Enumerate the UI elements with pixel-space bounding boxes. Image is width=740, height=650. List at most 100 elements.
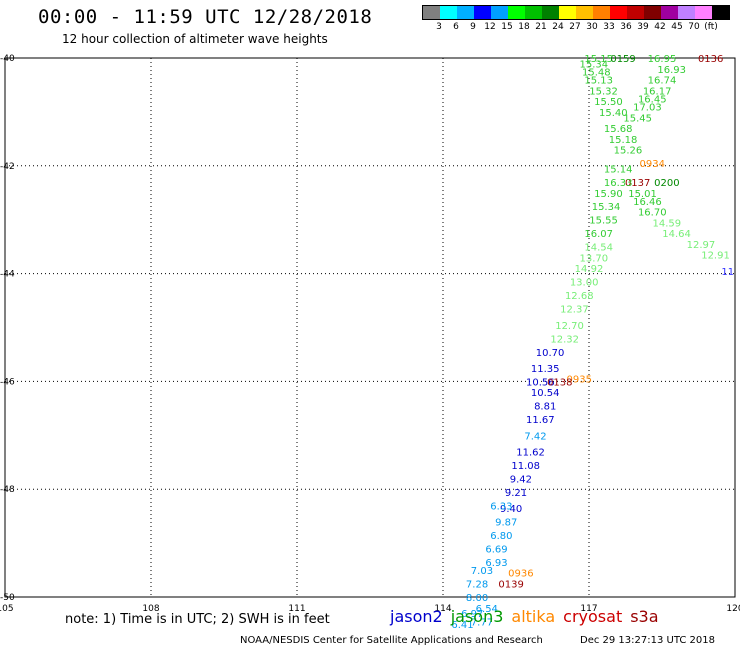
wave-height-label: 0936 bbox=[508, 569, 533, 580]
wave-height-label: 6.93 bbox=[485, 558, 507, 569]
colorbar-swatch bbox=[525, 6, 542, 19]
wave-height-label: 6.80 bbox=[490, 531, 512, 542]
longitude-label: 114 bbox=[434, 604, 451, 614]
latitude-label: -42 bbox=[0, 162, 15, 172]
wave-height-label: 16.46 bbox=[633, 197, 662, 208]
wave-height-label: 15.68 bbox=[604, 124, 633, 135]
wave-height-label: 16.74 bbox=[648, 76, 677, 87]
wave-height-label: 14.54 bbox=[584, 243, 613, 254]
wave-height-label: 14.92 bbox=[575, 264, 604, 275]
wave-height-label: 9.21 bbox=[505, 488, 527, 499]
axis-labels: 105 108 111 114 117 120 -40 -42 -44 -46 -48 -50 bbox=[0, 54, 740, 614]
wave-height-label: 10.70 bbox=[536, 348, 565, 359]
colorbar-tick-label: 3 bbox=[436, 22, 442, 32]
legend-s3a: s3a bbox=[630, 607, 659, 626]
wave-height-label: 16.17 bbox=[643, 86, 672, 97]
page-subtitle: 12 hour collection of altimeter wave hei… bbox=[62, 32, 328, 46]
colorbar-tick-label: 27 bbox=[569, 22, 581, 32]
latitude-label: -48 bbox=[0, 485, 15, 495]
colorbar-tick-label: 45 bbox=[671, 22, 683, 32]
colorbar-ticks: 3 6 9 12 15 18 21 24 27 30 33 36 39 42 45 70 (ft) bbox=[422, 22, 730, 34]
colorbar-tick-label: 39 bbox=[637, 22, 649, 32]
colorbar-swatch bbox=[644, 6, 661, 19]
colorbar-swatches bbox=[422, 5, 730, 20]
wave-height-label: 13.70 bbox=[580, 253, 609, 264]
wave-height-label: 6.41 bbox=[451, 620, 473, 631]
wave-height-label: 12.70 bbox=[555, 321, 584, 332]
wave-height-label: 11.62 bbox=[516, 447, 545, 458]
wave-height-label: 16.95 bbox=[648, 54, 677, 65]
satellite-legend: jason2 jason3 altika cryosat s3a bbox=[390, 607, 667, 626]
wave-height-label: 6.33 bbox=[490, 501, 512, 512]
wave-height-label: 15.26 bbox=[614, 146, 643, 157]
wave-height-label: 15.14 bbox=[604, 164, 633, 175]
wave-height-label: 13.00 bbox=[570, 278, 599, 289]
wave-height-label: 15.32 bbox=[589, 86, 618, 97]
wave-height-label: 7.28 bbox=[466, 580, 488, 591]
wave-height-label: 6.69 bbox=[485, 544, 507, 555]
colorbar-swatch bbox=[610, 6, 627, 19]
wave-height-label: 11.35 bbox=[531, 364, 560, 375]
wave-height-label: 12.37 bbox=[560, 305, 589, 316]
wave-height-label: 0138 bbox=[547, 377, 572, 388]
wave-height-label: 8.00 bbox=[466, 593, 488, 604]
colorbar-legend: 3 6 9 12 15 18 21 24 27 30 33 36 39 42 45 70 (ft) bbox=[422, 5, 730, 34]
colorbar-swatch bbox=[559, 6, 576, 19]
wave-height-label: 12.32 bbox=[550, 334, 579, 345]
wave-height-label: 11.67 bbox=[526, 415, 555, 426]
colorbar-swatch bbox=[661, 6, 678, 19]
colorbar-tick-label: 18 bbox=[518, 22, 530, 32]
legend-jason3: jason3 bbox=[450, 607, 504, 626]
wave-height-label: 15.18 bbox=[609, 135, 638, 146]
wave-height-label: 12.68 bbox=[565, 291, 594, 302]
wave-height-label: 10.56 bbox=[526, 377, 555, 388]
legend-jason2: jason2 bbox=[390, 607, 443, 626]
colorbar-tick-label: 33 bbox=[603, 22, 615, 32]
wave-height-label: 9.87 bbox=[495, 518, 517, 529]
wave-height-label: 0139 bbox=[498, 580, 523, 591]
wave-height-label: 12.97 bbox=[687, 240, 716, 251]
wave-height-label: 15.34 bbox=[580, 59, 609, 70]
legend-altika: altika bbox=[511, 607, 556, 626]
wave-height-label: 15.50 bbox=[594, 97, 623, 108]
wave-height-label: 15.48 bbox=[582, 67, 611, 78]
longitude-label: 105 bbox=[0, 604, 14, 614]
colorbar-tick-label: 70 bbox=[688, 22, 700, 32]
credit-line: NOAA/NESDIS Center for Satellite Applica… bbox=[240, 635, 543, 646]
timestamp: Dec 29 13:27:13 UTC 2018 bbox=[580, 635, 715, 646]
wave-height-label: 9.40 bbox=[500, 504, 522, 515]
wave-height-label: 0200 bbox=[654, 178, 679, 189]
colorbar-tick-label: 9 bbox=[470, 22, 476, 32]
wave-height-label: 6.54 bbox=[476, 604, 498, 615]
colorbar-tick-label: 30 bbox=[586, 22, 598, 32]
wave-height-label: 16.45 bbox=[638, 94, 667, 105]
colorbar-swatch bbox=[712, 6, 729, 19]
latitude-label: -40 bbox=[0, 54, 15, 64]
longitude-label: 111 bbox=[288, 604, 305, 614]
latitude-label: -44 bbox=[0, 270, 15, 280]
wave-height-label: 14.59 bbox=[653, 218, 682, 229]
wave-height-label: 6.97 bbox=[461, 609, 483, 620]
wave-height-label: 16.93 bbox=[657, 65, 686, 76]
wave-height-label: 15.13 bbox=[584, 76, 613, 87]
colorbar-tick-label: 15 bbox=[501, 22, 513, 32]
wave-height-label: 0136 bbox=[698, 54, 723, 65]
wave-height-label: 0935 bbox=[567, 375, 592, 386]
wave-height-label: 7.42 bbox=[524, 431, 546, 442]
wave-height-label: 16.33 bbox=[604, 178, 633, 189]
wave-height-label: 8.81 bbox=[534, 402, 556, 413]
colorbar-swatch bbox=[508, 6, 525, 19]
wave-height-label: 15.34 bbox=[592, 202, 621, 213]
colorbar-swatch bbox=[457, 6, 474, 19]
wave-height-label: 17.03 bbox=[633, 103, 662, 114]
colorbar-swatch bbox=[491, 6, 508, 19]
wave-height-label: 15.40 bbox=[599, 108, 628, 119]
wave-height-label: 15.90 bbox=[594, 189, 623, 200]
wave-height-label: 0159 bbox=[610, 54, 635, 65]
wave-height-label: 11.08 bbox=[511, 461, 540, 472]
colorbar-swatch bbox=[440, 6, 457, 19]
wave-height-label: 0934 bbox=[640, 159, 665, 170]
colorbar-swatch bbox=[576, 6, 593, 19]
wave-height-label: 10.54 bbox=[531, 388, 560, 399]
